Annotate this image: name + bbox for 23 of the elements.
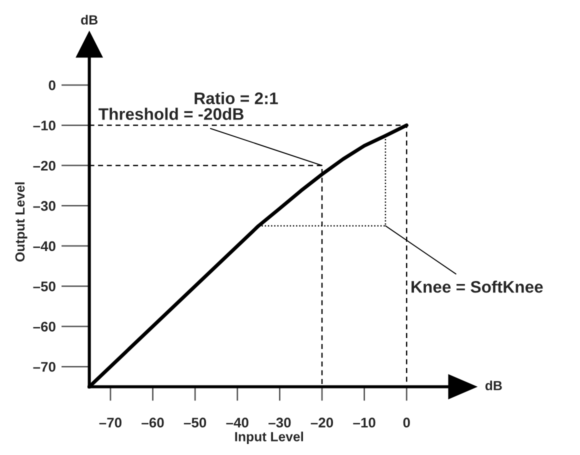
y-tick-label: –60 bbox=[33, 322, 56, 332]
text: dB bbox=[81, 14, 98, 25]
x-tick-label: –70 bbox=[99, 418, 122, 428]
y-tick-label: –10 bbox=[33, 120, 56, 130]
x-tick-label: 0 bbox=[403, 418, 410, 428]
x-tick-label: –50 bbox=[184, 418, 206, 428]
y-tick-label: –30 bbox=[33, 201, 56, 211]
annotation: Knee = SoftKnee bbox=[412, 280, 543, 293]
y-tick-label: –50 bbox=[33, 282, 56, 292]
y-tick-label: –70 bbox=[33, 362, 56, 372]
y-tick-label: –20 bbox=[33, 160, 56, 171]
x-tick-label: –30 bbox=[268, 418, 291, 428]
x-tick-label: –20 bbox=[310, 418, 334, 428]
y-axis-title: Output Level bbox=[14, 182, 28, 262]
x-tick-label: –60 bbox=[142, 418, 164, 428]
text: dB bbox=[485, 380, 502, 390]
x-axis-title: Input Level bbox=[235, 432, 304, 444]
annotation: Threshold = -20dB bbox=[98, 108, 244, 120]
y-tick-label: 0 bbox=[48, 80, 56, 90]
y-tick-label: –40 bbox=[33, 241, 56, 252]
annotation: Ratio = 2:1 bbox=[194, 92, 278, 104]
x-tick-label: –10 bbox=[353, 418, 376, 428]
x-tick-label: –40 bbox=[226, 418, 248, 428]
